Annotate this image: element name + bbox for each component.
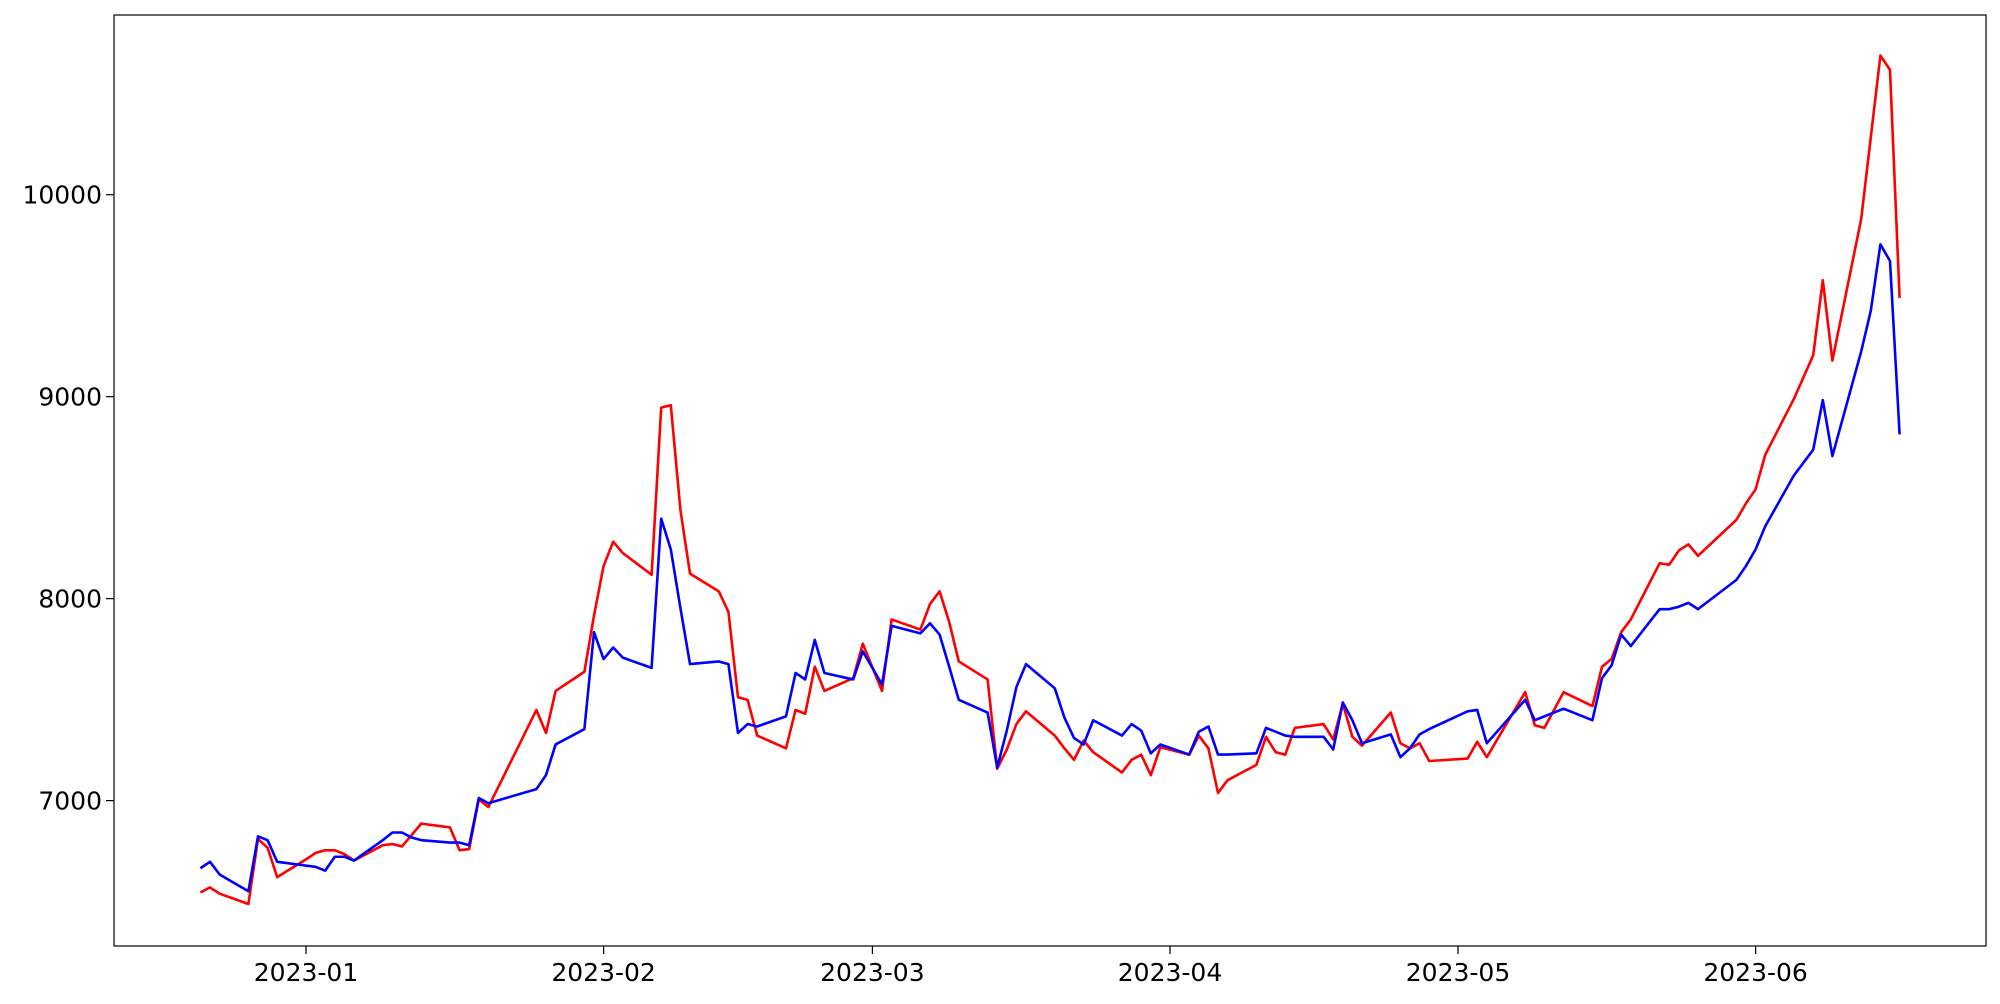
series-line bbox=[199, 54, 1901, 906]
x-tick-label: 2023-06 bbox=[1703, 958, 1807, 987]
x-tick-label: 2023-02 bbox=[551, 958, 655, 987]
y-tick-label: 9000 bbox=[38, 383, 102, 412]
series-line bbox=[199, 243, 1901, 893]
y-tick-label: 7000 bbox=[38, 787, 102, 816]
x-tick-label: 2023-01 bbox=[254, 958, 358, 987]
y-tick-label: 10000 bbox=[22, 181, 102, 210]
y-tick-label: 8000 bbox=[38, 585, 102, 614]
x-tick-label: 2023-05 bbox=[1406, 958, 1510, 987]
plot-frame bbox=[113, 14, 1987, 947]
x-tick-label: 2023-03 bbox=[820, 958, 924, 987]
x-tick-label: 2023-04 bbox=[1118, 958, 1222, 987]
